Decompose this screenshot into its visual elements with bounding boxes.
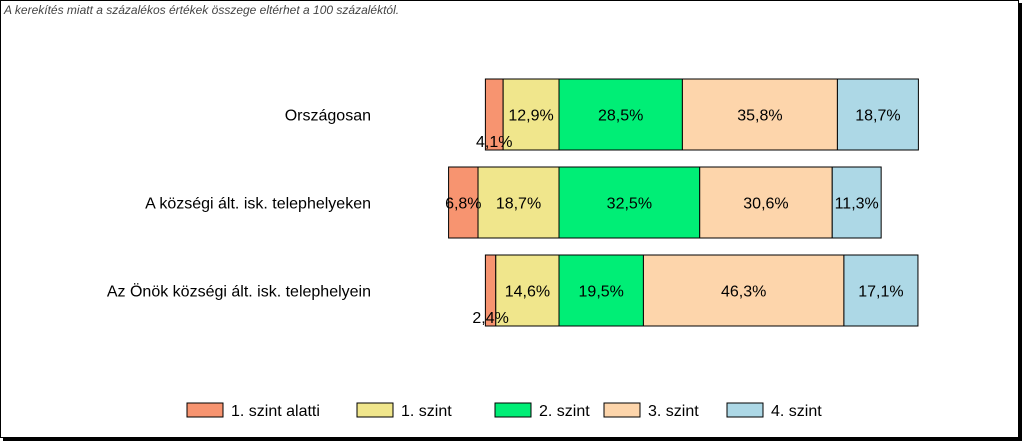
bar-2-szint-row-1 xyxy=(558,78,683,151)
legend-label-2-szint: 2. szint xyxy=(539,403,590,420)
legend-swatch-1-szint xyxy=(356,402,394,418)
legend-swatch-1-szint-alatti xyxy=(186,402,224,418)
legend-swatch-2-szint xyxy=(494,402,532,418)
category-label-2: A községi ált. isk. telephelyeken xyxy=(145,196,371,213)
bar-3-szint-row-1 xyxy=(681,78,838,151)
data-label-2-szint-row-1: 28,5% xyxy=(598,108,643,125)
data-label-3-szint-row-2: 30,6% xyxy=(743,196,788,213)
bar-1-szint-alatti-row-2 xyxy=(448,166,479,239)
data-label-1-szint-row-2: 18,7% xyxy=(496,196,541,213)
data-label-2-szint-row-3: 19,5% xyxy=(579,284,624,301)
data-label-1-szint-alatti-row-1: 4,1% xyxy=(476,134,512,151)
legend-swatch-3-szint xyxy=(603,402,641,418)
data-label-4-szint-row-2: 11,3% xyxy=(835,196,879,213)
bar-4-szint-row-3 xyxy=(843,254,919,327)
data-label-1-szint-alatti-row-3: 2,4% xyxy=(472,310,508,327)
bar-3-szint-row-2 xyxy=(699,166,833,239)
data-label-4-szint-row-3: 17,1% xyxy=(858,284,903,301)
data-label-3-szint-row-3: 46,3% xyxy=(721,284,766,301)
data-label-3-szint-row-1: 35,8% xyxy=(737,108,782,125)
data-label-4-szint-row-1: 18,7% xyxy=(855,108,900,125)
data-label-1-szint-row-3: 14,6% xyxy=(505,284,550,301)
category-label-3: Az Önök községi ált. isk. telephelyein xyxy=(107,283,371,301)
legend-label-3-szint: 3. szint xyxy=(648,403,699,420)
bar-4-szint-row-1 xyxy=(836,78,919,151)
legend-label-1-szint-alatti: 1. szint alatti xyxy=(231,403,320,420)
data-label-1-szint-row-1: 12,9% xyxy=(508,108,553,125)
rounding-note: A kerekítés miatt a százalékos értékek ö… xyxy=(4,3,400,17)
legend-swatch-4-szint xyxy=(726,402,764,418)
bar-2-szint-row-2 xyxy=(558,166,701,239)
bar-2-szint-row-3 xyxy=(558,254,644,327)
legend-label-4-szint: 4. szint xyxy=(771,403,822,420)
data-label-1-szint-alatti-row-2: 6,8% xyxy=(445,196,481,213)
legend-label-1-szint: 1. szint xyxy=(401,403,452,420)
bar-4-szint-row-2 xyxy=(831,166,882,239)
bar-1-szint-row-2 xyxy=(477,166,560,239)
category-label-1: Országosan xyxy=(285,108,371,125)
bar-1-szint-row-3 xyxy=(495,254,560,327)
data-label-2-szint-row-2: 32,5% xyxy=(607,196,652,213)
bar-3-szint-row-3 xyxy=(642,254,845,327)
